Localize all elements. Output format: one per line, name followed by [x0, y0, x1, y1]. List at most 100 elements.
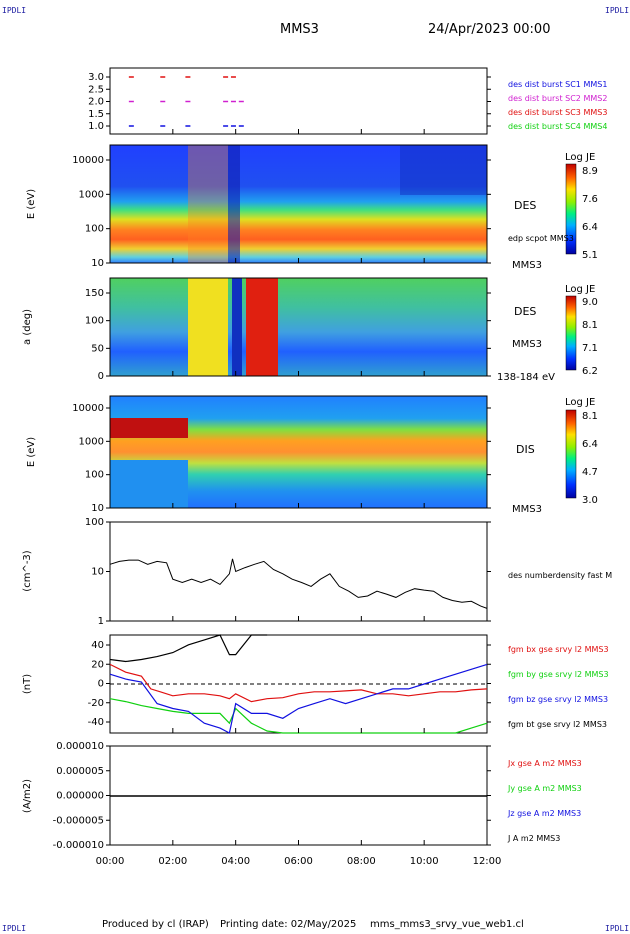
bfield-series-line	[109, 663, 488, 734]
x-tick-label: 10:00	[410, 856, 439, 867]
bfield-series-label: fgm by gse srvy l2 MMS3	[508, 670, 609, 679]
des-pitch-yticks: 150 100 50 0	[85, 288, 491, 382]
dis-energy-colorbar-tick: 6.4	[582, 439, 598, 450]
burst-ytick-label: 1.5	[88, 109, 104, 120]
dis-energy-spacecraft-label: MMS3	[512, 504, 542, 515]
current-series-label: Jy gse A m2 MMS3	[507, 784, 582, 793]
dis-energy-ylabel: E (eV)	[26, 437, 37, 467]
bfield-series-line	[109, 634, 268, 663]
des-energy-instrument-label: DES	[514, 199, 536, 212]
burst-panel: 3.02.5 2.01.51.0	[88, 67, 491, 135]
current-ytick-label: -0.000005	[53, 815, 104, 826]
dis-energy-colorbar-tick: 8.1	[582, 411, 598, 422]
density-lines	[109, 558, 488, 609]
des-pitch-red-band	[246, 278, 278, 376]
current-ylabel: (A/m2)	[22, 779, 33, 813]
current-series-label: J A m2 MMS3	[507, 834, 560, 843]
burst-ytick-label: 1.0	[88, 121, 104, 132]
x-tick-label: 00:00	[96, 856, 125, 867]
current-ytick-label: 0.000000	[56, 791, 104, 802]
des-pitch-ytick-label: 150	[85, 288, 104, 299]
dis-energy-colorbar-title: Log JE	[565, 397, 595, 408]
footer-script-name: mms_mms3_srvy_vue_web1.cl	[370, 919, 524, 930]
dis-energy-low-region	[110, 460, 188, 508]
des-pitch-energy-range: 138-184 eV	[497, 372, 555, 383]
corner-label-top-left: IPDLI	[2, 6, 27, 15]
bfield-ytick-label: 40	[91, 640, 104, 651]
current-series-label: Jx gse A m2 MMS3	[507, 759, 582, 768]
des-pitch-colorbar-tick: 8.1	[582, 320, 598, 331]
density-ytick-label: 10	[91, 567, 104, 578]
des-energy-gap	[228, 145, 240, 263]
des-energy-colorbar-title: Log JE	[565, 152, 595, 163]
burst-panel-frame	[109, 67, 488, 135]
des-pitch-spectrogram	[110, 278, 487, 376]
des-pitch-colorbar-tick: 9.0	[582, 297, 598, 308]
side-labels: E (eV) DES MMS3 edp scpot MMS3 Log JE 8.9 7.6 6…	[22, 152, 612, 843]
corner-label-bottom-left: IPDLI	[2, 924, 27, 933]
des-pitch-colorbar-tick: 7.1	[582, 343, 598, 354]
dis-energy-hot-band	[110, 418, 188, 438]
footer-produced: Produced by cl (IRAP)	[102, 919, 209, 930]
des-pitch-colorbar-title: Log JE	[565, 284, 595, 295]
bfield-ytick-label: -20	[88, 698, 104, 709]
bfield-series-label: fgm bz gse srvy l2 MMS3	[508, 695, 608, 704]
dis-energy-yticks: 10000 1000 100 10	[72, 403, 491, 514]
burst-ytick-label: 2.5	[88, 84, 104, 95]
des-pitch-ytick-label: 100	[85, 316, 104, 327]
density-ytick-label: 100	[85, 517, 104, 528]
dis-energy-ytick-label: 1000	[79, 436, 104, 447]
spacecraft-title: MMS3	[280, 22, 319, 37]
des-energy-colorbar-tick: 8.9	[582, 166, 598, 177]
bfield-ytick-label: 0	[98, 679, 104, 690]
des-energy-colorbar-tick: 7.6	[582, 194, 598, 205]
x-tick-label: 12:00	[473, 856, 502, 867]
des-energy-ytick-label: 100	[85, 224, 104, 235]
burst-legend-entry: des dist burst SC4 MMS4	[508, 122, 607, 131]
des-energy-ytick-label: 10000	[72, 155, 104, 166]
des-pitch-spacecraft-label: MMS3	[512, 339, 542, 350]
burst-legend-entry: des dist burst SC3 MMS3	[508, 108, 607, 117]
des-energy-colorbar	[565, 163, 577, 255]
burst-ytick-label: 3.0	[88, 72, 104, 83]
burst-yticks: 3.02.5 2.01.51.0	[88, 72, 491, 132]
dis-energy-instrument-label: DIS	[516, 443, 535, 456]
burst-legend-entry: des dist burst SC2 MMS2	[508, 94, 607, 103]
bfield-series-line	[109, 698, 488, 734]
burst-ytick-label: 2.0	[88, 97, 104, 108]
x-tick-label: 02:00	[158, 856, 187, 867]
burst-legend-entry: des dist burst SC1 MMS1	[508, 80, 607, 89]
dis-energy-ytick-label: 10000	[72, 403, 104, 414]
des-energy-panel: 10000 1000 100 10	[72, 144, 491, 269]
des-energy-patch	[188, 145, 228, 263]
density-series-label: des numberdensity fast M	[508, 571, 612, 580]
bfield-series-label: fgm bt gse srvy l2 MMS3	[508, 720, 607, 729]
x-tick-label: 04:00	[221, 856, 250, 867]
current-ytick-label: 0.000010	[56, 741, 104, 752]
footer-printing-date: Printing date: 02/May/2025	[220, 919, 357, 930]
des-energy-dark-region	[400, 145, 487, 195]
des-energy-overlay-label: edp scpot MMS3	[508, 234, 574, 243]
current-yticks: 0.000010 0.000005 0.000000 -0.000005 -0.0000…	[53, 741, 491, 851]
des-pitch-colorbar-tick: 6.2	[582, 366, 598, 377]
current-ytick-label: -0.000010	[53, 840, 104, 851]
current-panel: 0.000010 0.000005 0.000000 -0.000005 -0.0000…	[53, 741, 491, 851]
des-pitch-ytick-label: 50	[91, 343, 104, 354]
bfield-series-label: fgm bx gse srvy l2 MMS3	[508, 645, 609, 654]
x-tick-label: 08:00	[347, 856, 376, 867]
density-panel: 100 10 1	[85, 517, 491, 627]
density-ytick-label: 1	[98, 616, 104, 627]
x-tick-label: 06:00	[284, 856, 313, 867]
burst-marks	[128, 76, 244, 127]
current-series-label: Jz gse A m2 MMS3	[507, 809, 581, 818]
corner-label-bottom-right: IPDLI	[605, 924, 630, 933]
des-pitch-panel: 150 100 50 0	[85, 277, 491, 382]
density-frame	[109, 521, 488, 622]
dis-energy-ytick-label: 10	[91, 503, 104, 514]
bfield-yticks: 40 20 0 -20 -40	[88, 640, 491, 728]
dis-energy-ytick-label: 100	[85, 470, 104, 481]
des-energy-ytick-label: 1000	[79, 189, 104, 200]
des-energy-ylabel: E (eV)	[26, 189, 37, 219]
current-ytick-label: 0.000005	[56, 766, 104, 777]
